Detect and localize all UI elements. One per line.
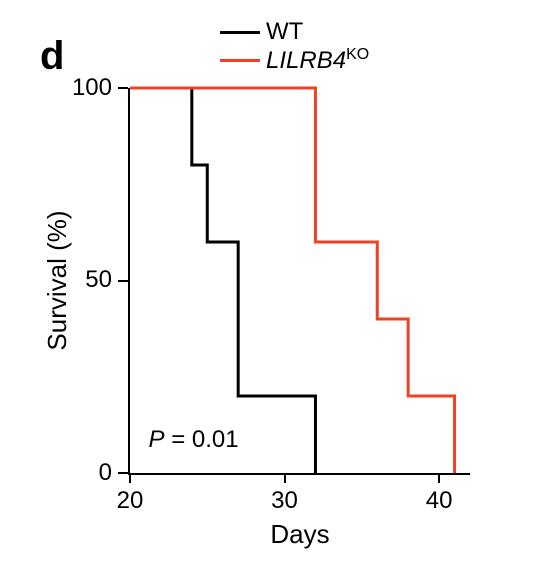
- series-svg: [130, 88, 470, 473]
- legend-label-ko: LILRB4KO: [266, 46, 369, 75]
- legend: WT LILRB4KO: [220, 18, 369, 74]
- x-tick-label: 30: [255, 487, 315, 515]
- legend-item-wt: WT: [220, 18, 369, 46]
- y-tick: [118, 87, 128, 89]
- series-line: [130, 88, 455, 473]
- x-axis-title: Days: [130, 519, 470, 550]
- legend-swatch-wt: [220, 31, 260, 34]
- y-axis-title: Survival (%): [42, 88, 73, 473]
- p-value-rest: = 0.01: [165, 426, 239, 453]
- legend-swatch-ko: [220, 59, 260, 62]
- legend-item-ko: LILRB4KO: [220, 46, 369, 74]
- x-tick: [129, 473, 131, 483]
- x-tick: [438, 473, 440, 483]
- plot-area: P = 0.01 203040050100: [130, 88, 470, 473]
- legend-label-wt: WT: [266, 18, 303, 46]
- p-value-P: P: [149, 426, 165, 453]
- x-tick-label: 20: [100, 487, 160, 515]
- series-line: [130, 88, 315, 473]
- y-tick: [118, 280, 128, 282]
- p-value-text: P = 0.01: [149, 426, 239, 454]
- x-axis-line: [128, 473, 470, 475]
- figure-panel: d WT LILRB4KO P = 0.01 203040050100 Surv…: [0, 0, 550, 571]
- y-tick: [118, 472, 128, 474]
- x-tick: [284, 473, 286, 483]
- x-tick-label: 40: [409, 487, 469, 515]
- panel-label: d: [40, 34, 64, 79]
